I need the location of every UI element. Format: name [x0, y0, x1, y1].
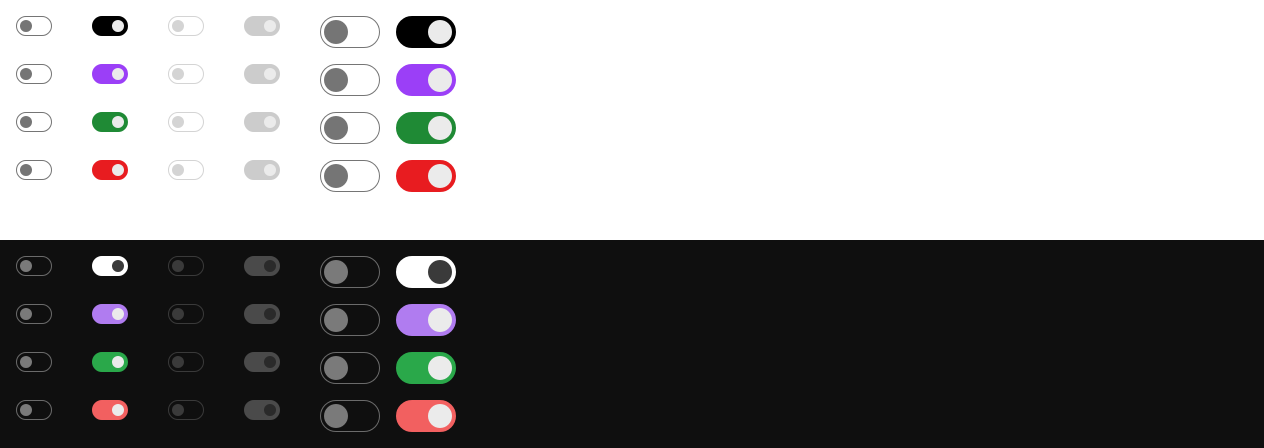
toggle-dark-red-small-on-disabled: [244, 400, 280, 420]
toggle-dark-purple-small-on[interactable]: [92, 304, 128, 324]
toggle-knob: [112, 116, 124, 128]
toggle-knob: [264, 260, 276, 272]
toggle-dark-default-large-off[interactable]: [320, 256, 380, 288]
toggle-knob: [324, 164, 348, 188]
toggle-dark-red-small-on[interactable]: [92, 400, 128, 420]
toggle-dark-default-small-off[interactable]: [16, 256, 52, 276]
toggle-dark-red-small-off-disabled: [168, 400, 204, 420]
toggle-dark-purple-large-off[interactable]: [320, 304, 380, 336]
toggle-knob: [428, 68, 452, 92]
toggle-knob: [428, 20, 452, 44]
toggle-dark-default-small-on[interactable]: [92, 256, 128, 276]
toggle-dark-green-small-on-disabled: [244, 352, 280, 372]
toggle-knob: [428, 404, 452, 428]
toggle-light-purple-large-off[interactable]: [320, 64, 380, 96]
toggle-knob: [112, 356, 124, 368]
toggle-knob: [172, 116, 184, 128]
toggle-dark-green-small-off-disabled: [168, 352, 204, 372]
toggle-knob: [264, 20, 276, 32]
toggle-knob: [20, 164, 32, 176]
toggle-light-purple-small-off-disabled: [168, 64, 204, 84]
toggle-dark-red-large-off[interactable]: [320, 400, 380, 432]
toggle-dark-green-large-on[interactable]: [396, 352, 456, 384]
toggle-knob: [112, 20, 124, 32]
toggle-light-green-small-on[interactable]: [92, 112, 128, 132]
toggle-knob: [324, 68, 348, 92]
toggle-knob: [172, 260, 184, 272]
toggle-knob: [428, 164, 452, 188]
toggle-knob: [428, 260, 452, 284]
toggle-knob: [20, 260, 32, 272]
toggle-light-purple-small-off[interactable]: [16, 64, 52, 84]
toggle-dark-red-small-off[interactable]: [16, 400, 52, 420]
toggle-knob: [172, 164, 184, 176]
toggle-light-green-small-on-disabled: [244, 112, 280, 132]
toggle-knob: [428, 308, 452, 332]
toggle-dark-purple-small-on-disabled: [244, 304, 280, 324]
toggle-knob: [324, 260, 348, 284]
toggle-dark-default-small-off-disabled: [168, 256, 204, 276]
toggle-light-green-large-on[interactable]: [396, 112, 456, 144]
toggle-dark-green-small-off[interactable]: [16, 352, 52, 372]
toggle-knob: [264, 308, 276, 320]
toggle-knob: [324, 20, 348, 44]
toggle-light-red-small-off[interactable]: [16, 160, 52, 180]
toggle-knob: [264, 404, 276, 416]
toggle-light-green-small-off-disabled: [168, 112, 204, 132]
toggle-knob: [172, 68, 184, 80]
toggle-knob: [112, 404, 124, 416]
toggle-knob: [428, 356, 452, 380]
toggle-knob: [20, 356, 32, 368]
toggle-light-default-small-on-disabled: [244, 16, 280, 36]
toggle-knob: [264, 164, 276, 176]
toggle-light-purple-small-on-disabled: [244, 64, 280, 84]
toggle-light-default-small-off-disabled: [168, 16, 204, 36]
toggle-light-red-small-on-disabled: [244, 160, 280, 180]
toggle-knob: [20, 404, 32, 416]
toggle-knob: [172, 20, 184, 32]
toggle-knob: [264, 356, 276, 368]
toggle-knob: [112, 260, 124, 272]
toggle-knob: [324, 308, 348, 332]
toggle-knob: [172, 308, 184, 320]
toggle-dark-default-large-on[interactable]: [396, 256, 456, 288]
toggle-light-default-large-off[interactable]: [320, 16, 380, 48]
toggle-knob: [112, 68, 124, 80]
toggle-knob: [264, 116, 276, 128]
toggle-knob: [264, 68, 276, 80]
toggle-knob: [172, 404, 184, 416]
toggle-light-default-small-on[interactable]: [92, 16, 128, 36]
toggle-knob: [20, 308, 32, 320]
toggle-dark-purple-large-on[interactable]: [396, 304, 456, 336]
toggle-light-red-large-on[interactable]: [396, 160, 456, 192]
toggle-light-purple-large-on[interactable]: [396, 64, 456, 96]
toggle-knob: [20, 116, 32, 128]
toggle-knob: [428, 116, 452, 140]
toggle-light-red-large-off[interactable]: [320, 160, 380, 192]
toggle-knob: [324, 116, 348, 140]
toggle-light-red-small-off-disabled: [168, 160, 204, 180]
toggle-knob: [20, 68, 32, 80]
toggle-light-default-small-off[interactable]: [16, 16, 52, 36]
toggle-light-red-small-on[interactable]: [92, 160, 128, 180]
toggle-dark-green-large-off[interactable]: [320, 352, 380, 384]
toggle-knob: [112, 308, 124, 320]
toggle-light-purple-small-on[interactable]: [92, 64, 128, 84]
toggle-knob: [112, 164, 124, 176]
toggle-knob: [20, 20, 32, 32]
toggle-knob: [324, 404, 348, 428]
toggle-dark-green-small-on[interactable]: [92, 352, 128, 372]
toggle-dark-default-small-on-disabled: [244, 256, 280, 276]
toggle-dark-purple-small-off-disabled: [168, 304, 204, 324]
toggle-light-green-large-off[interactable]: [320, 112, 380, 144]
toggle-light-default-large-on[interactable]: [396, 16, 456, 48]
toggle-knob: [324, 356, 348, 380]
toggle-dark-red-large-on[interactable]: [396, 400, 456, 432]
toggle-knob: [172, 356, 184, 368]
light-theme-panel: [16, 16, 456, 192]
toggle-dark-purple-small-off[interactable]: [16, 304, 52, 324]
dark-theme-panel: [0, 240, 1264, 448]
toggle-light-green-small-off[interactable]: [16, 112, 52, 132]
